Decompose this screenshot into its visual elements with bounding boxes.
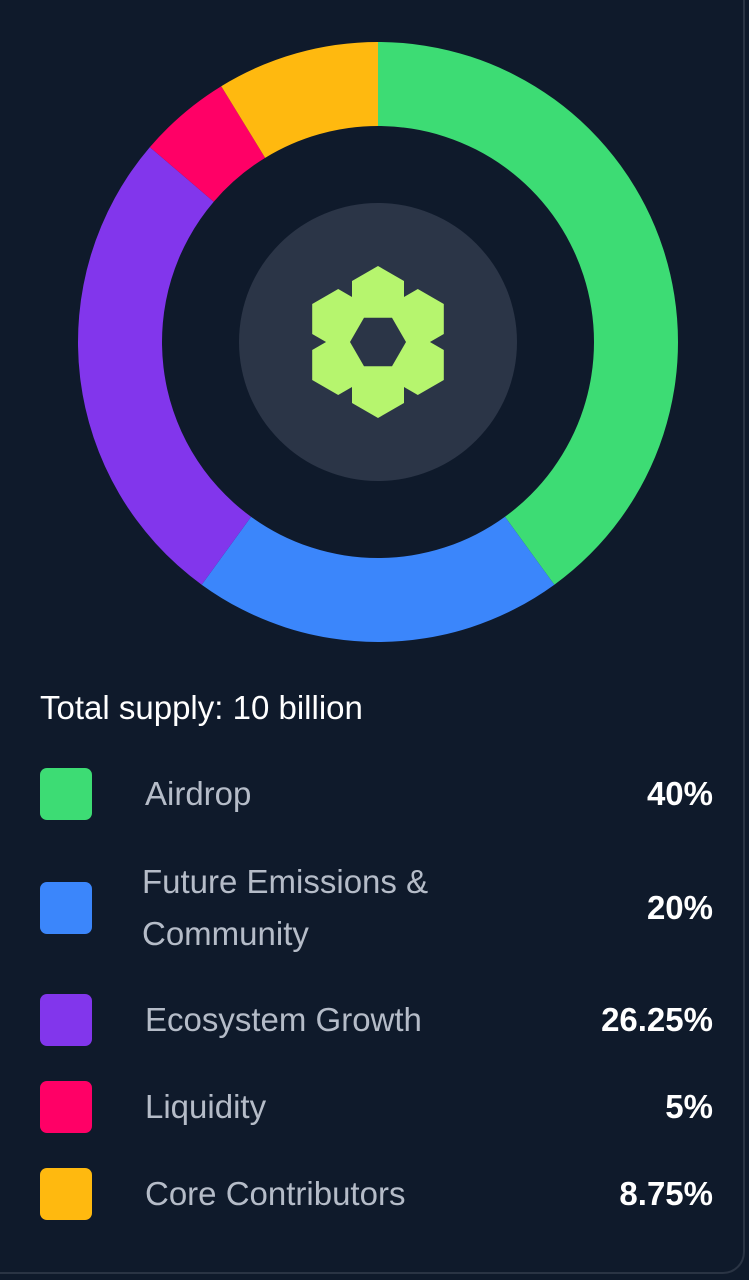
logo-hexagon (312, 335, 365, 395)
hexagon-flower-logo-icon (312, 266, 444, 418)
legend-label-future-emissions: Future Emissions & Community (142, 863, 429, 952)
total-supply-text: Total supply: 10 billion (40, 689, 363, 726)
logo-hexagon (391, 289, 444, 349)
legend-label-liquidity: Liquidity (145, 1088, 267, 1125)
legend-label-core-contributors: Core Contributors (145, 1175, 406, 1212)
logo-hexagon (312, 289, 365, 349)
logo-hexagon (391, 335, 444, 395)
donut-slice-ecosystem-growth (77, 147, 252, 585)
donut-slice-future-emissions (201, 516, 555, 642)
legend-swatch-core-contributors (40, 1168, 92, 1220)
legend-swatch-liquidity (40, 1081, 92, 1133)
logo-center-hole (350, 317, 406, 367)
legend-swatch-ecosystem-growth (40, 994, 92, 1046)
legend-item-liquidity: Liquidity 5% (0, 1081, 745, 1141)
legend-swatch-airdrop (40, 768, 92, 820)
legend-value-core-contributors: 8.75% (619, 1175, 713, 1212)
legend-item-future-emissions: Future Emissions & Community 20% (0, 856, 745, 964)
legend-item-ecosystem-growth: Ecosystem Growth 26.25% (0, 994, 745, 1054)
logo-hexagon (352, 266, 404, 326)
legend-label-ecosystem-growth: Ecosystem Growth (145, 1001, 422, 1038)
donut-slice-airdrop (378, 42, 678, 585)
legend-value-liquidity: 5% (665, 1088, 713, 1125)
legend-value-airdrop: 40% (646, 775, 713, 812)
legend-value-future-emissions: 20% (646, 889, 713, 926)
legend-swatch-future-emissions (40, 882, 92, 934)
legend-item-airdrop: Airdrop 40% (0, 768, 745, 828)
donut-slice-core-contributors (221, 42, 378, 158)
donut-slice-liquidity (149, 86, 266, 202)
legend-item-core-contributors: Core Contributors 8.75% (0, 1168, 745, 1228)
donut-chart (77, 42, 678, 642)
logo-hexagon (352, 358, 404, 418)
legend-label-airdrop: Airdrop (145, 775, 252, 812)
legend-value-ecosystem-growth: 26.25% (601, 1001, 713, 1038)
